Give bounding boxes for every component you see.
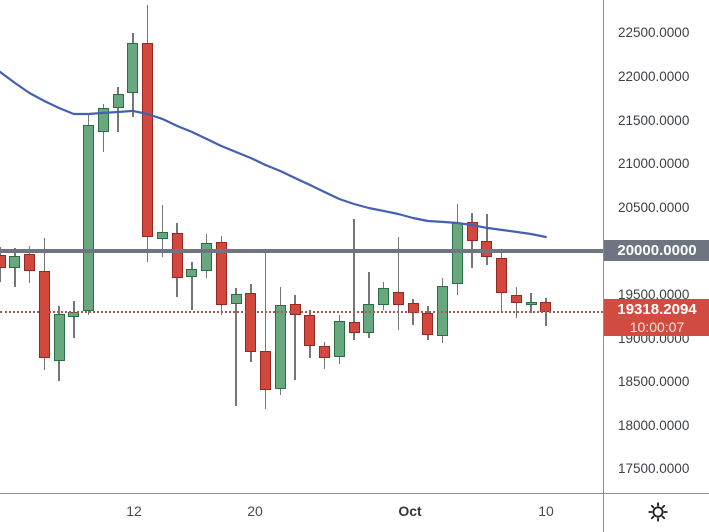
- candle-body: [38, 270, 50, 358]
- candle-body: [112, 94, 124, 108]
- time-axis-label: 20: [247, 503, 263, 519]
- candle-body: [466, 221, 478, 241]
- candle-body: [451, 222, 463, 284]
- candle-body: [245, 292, 257, 352]
- candle-body: [422, 312, 434, 335]
- candle-wick: [294, 294, 296, 380]
- bar-countdown-timer: 10:00:07: [629, 319, 685, 336]
- candle-body: [83, 124, 94, 311]
- candle-wick: [353, 218, 355, 340]
- candle-body: [260, 350, 271, 390]
- time-axis-label: Oct: [398, 503, 422, 519]
- candle-body: [437, 286, 448, 336]
- price-axis-label: 18500.0000: [618, 374, 690, 390]
- candle-body: [127, 42, 139, 93]
- candle-body: [510, 294, 522, 303]
- candle-body: [186, 269, 198, 277]
- candle-body: [525, 301, 537, 306]
- candle-body: [201, 242, 212, 271]
- axis-settings-button[interactable]: [643, 498, 673, 526]
- candle-body: [363, 303, 375, 333]
- last-price-dotted-line: [0, 311, 603, 314]
- candle-body: [392, 292, 404, 305]
- price-axis-label: 19500.0000: [618, 287, 690, 303]
- candle-body: [274, 305, 286, 389]
- candle-body: [0, 254, 6, 268]
- price-axis-label: 21000.0000: [618, 156, 690, 172]
- price-axis-label: 22500.0000: [618, 25, 690, 41]
- time-axis-label: 12: [126, 503, 142, 519]
- candle-wick: [486, 213, 488, 265]
- candle-body: [304, 314, 316, 346]
- candle-body: [53, 313, 65, 361]
- candle-wick: [264, 250, 267, 409]
- candle-body: [97, 107, 109, 132]
- price-axis-label: 22000.0000: [618, 69, 690, 85]
- candle-wick: [191, 261, 193, 310]
- candle-body: [9, 255, 21, 268]
- level-price-badge: 20000.0000: [604, 240, 709, 262]
- chart-plot-area[interactable]: [0, 0, 603, 493]
- gear-icon: [648, 502, 668, 522]
- candle-body: [378, 288, 389, 306]
- horizontal-level-line-20000[interactable]: [0, 248, 603, 253]
- last-price-value: 19318.2094: [617, 301, 697, 319]
- price-axis[interactable]: 22500.0000 22000.0000 21500.0000 21000.0000…: [603, 0, 709, 493]
- candle-body: [215, 241, 227, 305]
- time-axis[interactable]: 12 20 Oct 10: [0, 493, 709, 532]
- candle-body: [496, 257, 507, 293]
- price-axis-label: 17500.0000: [618, 461, 690, 477]
- candle-wick: [397, 237, 399, 330]
- axis-corner-divider: [603, 493, 604, 532]
- candle-body: [230, 293, 242, 304]
- price-axis-label: 21500.0000: [618, 112, 690, 128]
- candle-body: [348, 321, 360, 333]
- candle-wick: [73, 300, 75, 338]
- candle-body: [142, 42, 153, 237]
- candle-body: [24, 253, 35, 271]
- time-axis-label: 10: [538, 503, 554, 519]
- candle-wick: [235, 288, 237, 406]
- candle-body: [156, 231, 168, 239]
- candle-body: [289, 303, 301, 315]
- candle-body: [333, 320, 345, 357]
- candle-body: [481, 240, 493, 257]
- last-price-badge: 19318.2094 10:00:07: [604, 299, 709, 337]
- candle-body: [171, 232, 183, 278]
- candle-body: [319, 345, 330, 358]
- price-axis-label: 20500.0000: [618, 199, 690, 215]
- price-axis-label: 18000.0000: [618, 417, 690, 433]
